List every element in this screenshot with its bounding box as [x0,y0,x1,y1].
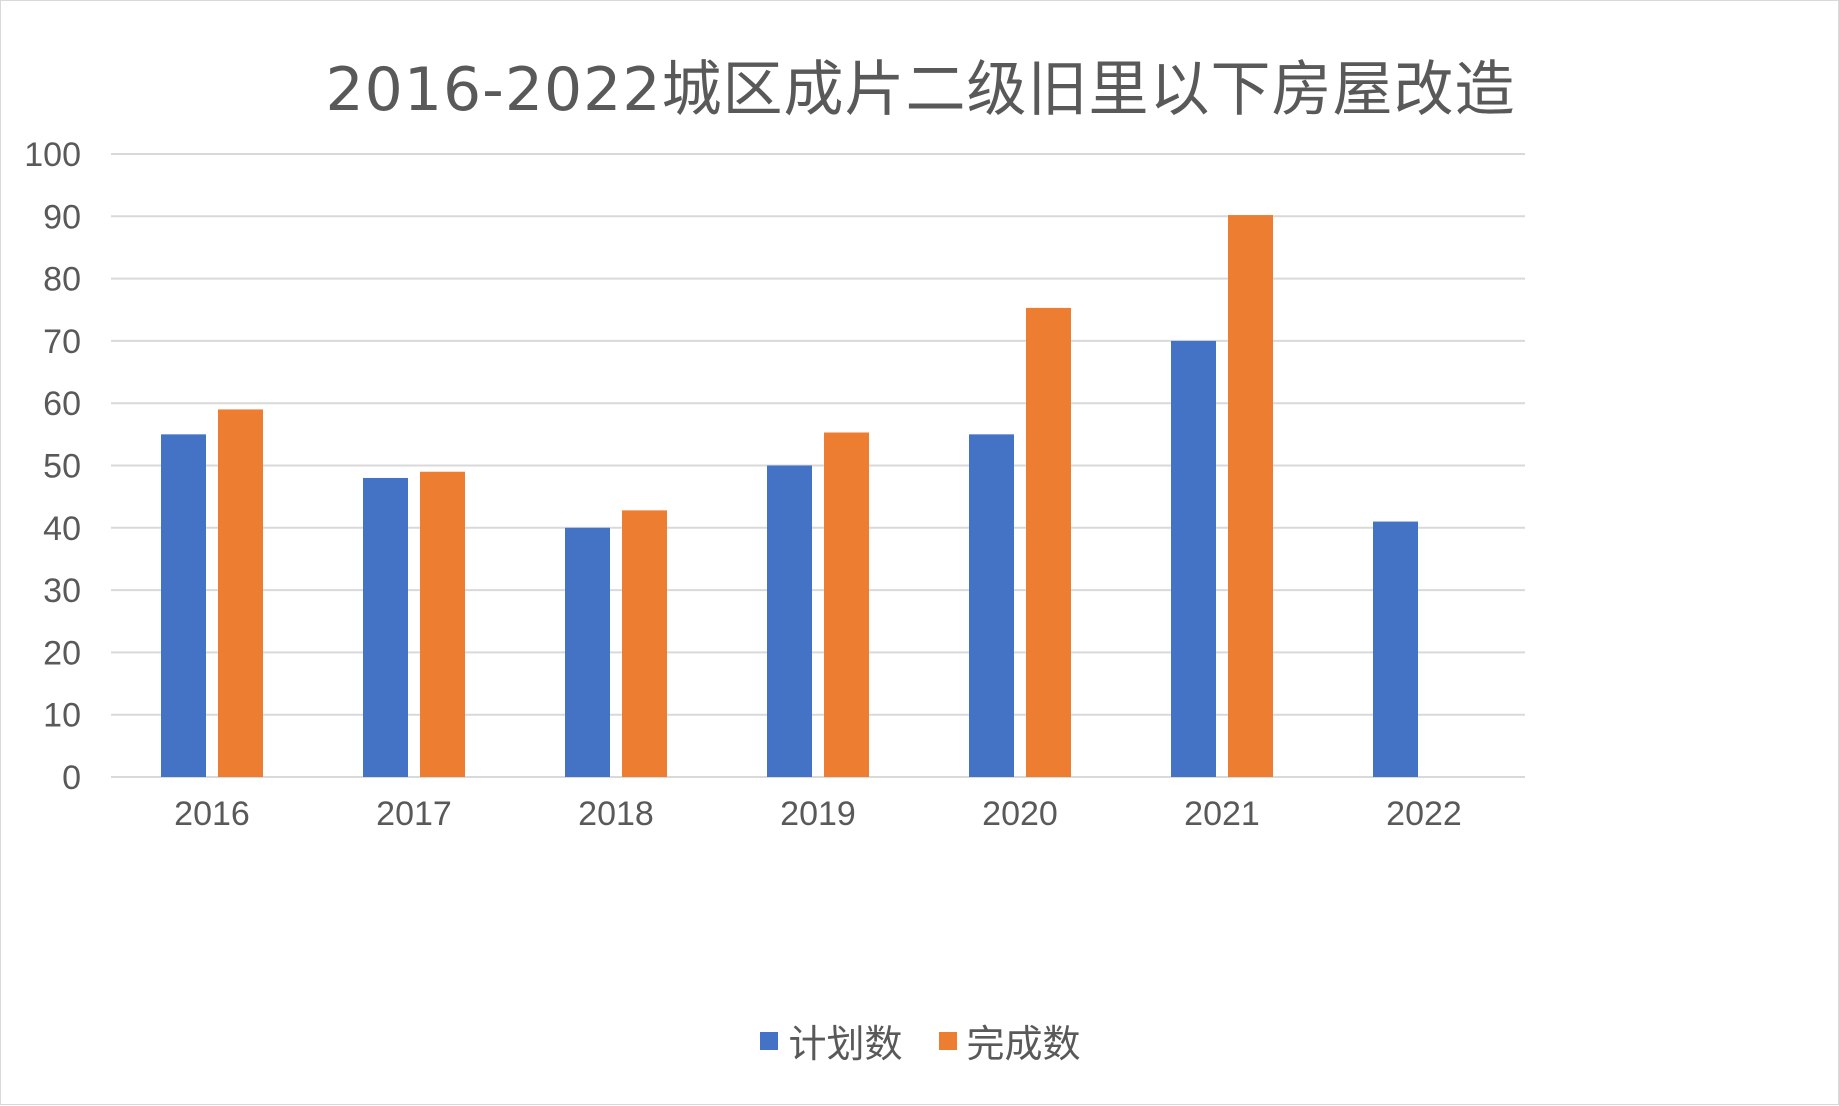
bar-completed-2020[interactable] [1026,307,1071,777]
legend: 计划数 完成数 [1,1013,1839,1068]
bar-completed-2019[interactable] [824,432,869,777]
x-tick-label: 2022 [1386,795,1462,833]
y-tick-label: 50 [43,448,81,486]
x-tick-label: 2021 [1184,795,1260,833]
y-tick-label: 100 [24,136,81,174]
bar-planned-2020[interactable] [969,434,1014,777]
bar-planned-2016[interactable] [161,434,206,777]
bar-planned-2022[interactable] [1373,521,1418,777]
x-tick-label: 2018 [578,795,654,833]
bar-planned-2021[interactable] [1171,340,1216,777]
bar-completed-2018[interactable] [622,510,667,777]
y-tick-label: 40 [43,510,81,548]
bar-planned-2017[interactable] [363,477,408,777]
legend-swatch-planned [760,1031,779,1050]
x-tick-label: 2019 [780,795,856,833]
legend-label-planned: 计划数 [788,1022,903,1066]
bar-completed-2017[interactable] [420,471,465,777]
gridlines [111,153,1525,778]
bar-planned-2019[interactable] [767,465,812,778]
y-tick-label: 10 [43,697,81,735]
y-tick-label: 60 [43,385,81,423]
bar-completed-2021[interactable] [1228,215,1273,777]
y-tick-label: 0 [62,759,81,797]
bars [161,215,1418,777]
legend-label-completed: 完成数 [966,1022,1081,1066]
x-tick-label: 2020 [982,795,1058,833]
x-tick-label: 2016 [174,795,250,833]
legend-item-completed[interactable]: 完成数 [938,1013,1081,1068]
y-tick-label: 90 [43,198,81,236]
y-tick-label: 80 [43,261,81,299]
x-axis-tick-labels: 2016 2017 2018 2019 2020 2021 2022 [174,795,1462,833]
legend-swatch-completed [938,1031,957,1050]
bar-planned-2018[interactable] [565,527,610,777]
y-tick-label: 70 [43,323,81,361]
x-tick-label: 2017 [376,795,452,833]
bar-completed-2016[interactable] [218,409,263,777]
chart-title: 2016-2022城区成片二级旧里以下房屋改造 [325,55,1516,125]
legend-item-planned[interactable]: 计划数 [760,1013,903,1068]
y-tick-label: 30 [43,572,81,610]
y-axis-tick-labels: 0 10 20 30 40 50 60 70 80 90 100 [24,136,81,797]
y-tick-label: 20 [43,634,81,672]
